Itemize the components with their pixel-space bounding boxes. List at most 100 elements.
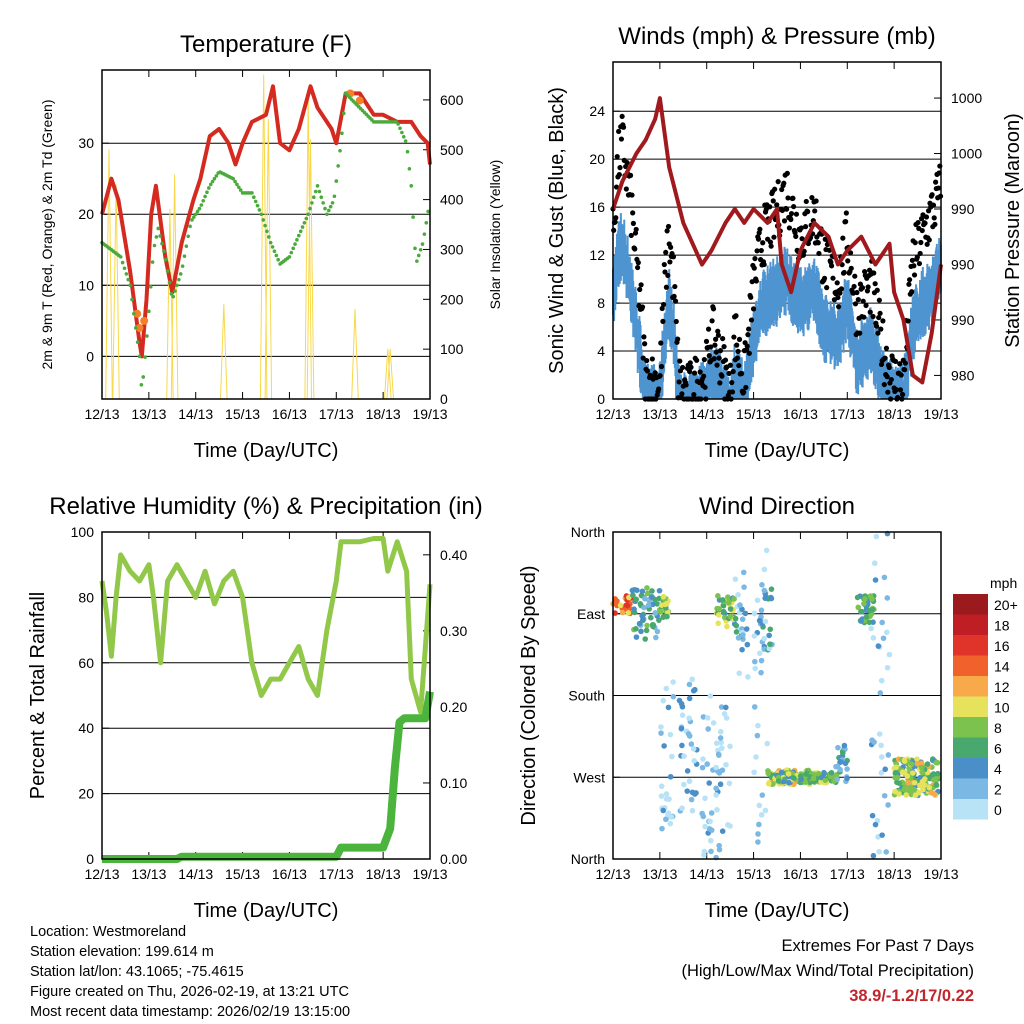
direction-point xyxy=(879,619,885,626)
gust-point xyxy=(632,246,638,252)
gust-point xyxy=(916,260,923,267)
gust-point xyxy=(688,364,694,370)
direction-point xyxy=(862,596,868,602)
gust-point xyxy=(708,344,714,350)
plot-frame xyxy=(101,531,431,860)
dewpoint-point xyxy=(160,241,164,246)
direction-point xyxy=(754,732,761,739)
direction-point xyxy=(724,623,730,630)
dewpoint-point xyxy=(205,190,209,195)
direction-point xyxy=(918,760,925,766)
solar-insolation-peak xyxy=(264,119,273,400)
gust-point xyxy=(907,277,913,283)
y-tick-label: 4 xyxy=(597,343,605,359)
direction-point xyxy=(717,735,724,741)
station-info: Location: Westmoreland Station elevation… xyxy=(30,922,350,1022)
direction-point xyxy=(644,585,650,591)
x-tick-label: 13/13 xyxy=(642,406,677,422)
dewpoint-point xyxy=(418,247,423,252)
gust-point xyxy=(712,342,718,348)
dewpoint-point xyxy=(177,277,181,282)
gust-point xyxy=(717,380,723,386)
dewpoint-point xyxy=(298,229,303,234)
direction-point xyxy=(869,737,875,743)
y-right-tick-label: 990 xyxy=(951,201,975,217)
dewpoint-point xyxy=(201,198,206,203)
direction-point xyxy=(869,596,875,602)
dewpoint-point xyxy=(148,284,153,289)
temp-9m-point xyxy=(135,323,144,332)
x-tick-label: 17/13 xyxy=(830,406,865,422)
gust-point xyxy=(885,389,891,395)
direction-point xyxy=(706,780,713,786)
precipitation-line xyxy=(102,691,434,863)
direction-point xyxy=(692,791,698,797)
direction-point xyxy=(633,626,639,632)
dewpoint-point xyxy=(401,134,406,139)
direction-point xyxy=(785,771,792,777)
gust-point xyxy=(935,185,942,191)
direction-point xyxy=(758,812,765,818)
gust-point xyxy=(612,219,618,225)
y-tick-label: West xyxy=(573,769,605,785)
legend-label: 0 xyxy=(994,802,1002,818)
gust-point xyxy=(828,263,835,269)
x-tick-label: 18/13 xyxy=(366,866,401,882)
legend-swatch xyxy=(953,655,988,676)
y-right-tick-label: 0.20 xyxy=(440,699,467,715)
y-tick-label: 16 xyxy=(589,199,605,215)
direction-point xyxy=(643,627,650,634)
direction-point xyxy=(649,588,655,594)
gust-point xyxy=(703,338,710,344)
legend-label: 20+ xyxy=(994,597,1018,613)
gust-point xyxy=(775,179,781,185)
solar-insolation-peak xyxy=(220,303,228,400)
dewpoint-point xyxy=(158,234,162,238)
y-right-tick-label: 0 xyxy=(440,391,448,407)
dewpoint-point xyxy=(253,199,258,204)
gust-point xyxy=(679,391,685,397)
gust-point xyxy=(642,341,648,347)
gust-point xyxy=(788,216,794,223)
direction-point xyxy=(707,837,714,844)
extremes-value: 38.9/-1.2/17/0.22 xyxy=(849,987,974,1005)
dewpoint-point xyxy=(276,257,280,262)
dewpoint-point xyxy=(152,243,157,248)
gust-point xyxy=(713,336,719,342)
gust-point xyxy=(727,362,733,368)
gust-point xyxy=(867,309,873,315)
gust-point xyxy=(852,273,858,279)
gust-point xyxy=(726,370,732,377)
gust-point xyxy=(647,372,653,378)
gust-point xyxy=(661,261,667,268)
gust-point xyxy=(736,362,742,369)
dewpoint-point xyxy=(193,212,198,217)
legend-label: 14 xyxy=(994,659,1010,675)
direction-point xyxy=(708,810,715,816)
gust-point xyxy=(639,304,646,310)
direction-point xyxy=(896,780,902,786)
direction-point xyxy=(759,792,766,798)
direction-point xyxy=(642,595,648,602)
legend-swatch xyxy=(953,696,988,717)
gust-point xyxy=(713,349,719,355)
pressure-line xyxy=(611,96,943,385)
direction-point xyxy=(768,595,775,602)
direction-point xyxy=(663,791,670,797)
x-tick-label: 15/13 xyxy=(225,406,260,422)
dewpoint-point xyxy=(233,179,237,184)
direction-point xyxy=(617,602,624,609)
gust-point xyxy=(663,249,669,256)
dewpoint-point xyxy=(186,234,191,239)
gust-point xyxy=(809,195,815,201)
dewpoint-point xyxy=(416,253,421,258)
gust-point xyxy=(623,186,629,192)
legend-label: 8 xyxy=(994,720,1002,736)
gust-point xyxy=(873,323,880,329)
gust-point xyxy=(837,290,843,296)
y-tick-label: East xyxy=(577,606,605,622)
x-tick-label: 12/13 xyxy=(84,406,119,422)
y-tick-label: 20 xyxy=(78,786,94,802)
gust-point xyxy=(852,301,859,307)
gust-point xyxy=(781,180,787,186)
